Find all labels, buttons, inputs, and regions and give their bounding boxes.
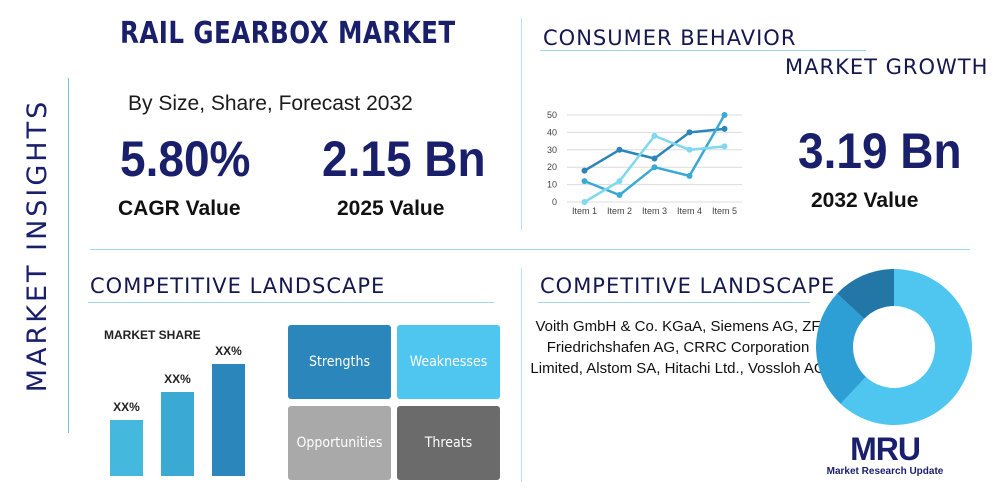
donut-slice: [816, 293, 866, 404]
market-growth-title: MARKET GROWTH: [785, 55, 989, 79]
value-2032-label: 2032 Value: [811, 189, 919, 212]
series-point: [616, 178, 623, 185]
market-share-label: MARKET SHARE: [104, 328, 201, 342]
swot-strengths-label: Strengths: [308, 354, 371, 370]
bar-data-label: XX%: [113, 400, 140, 414]
divider-horizontal: [90, 249, 970, 250]
logo-text: MRU: [850, 431, 921, 467]
bar: [161, 392, 194, 476]
competitive-right-underline: [538, 302, 810, 303]
bar-chart: XX% XX% XX%: [110, 344, 245, 476]
company-list: Voith GmbH & Co. KGaA, Siemens AG, ZF Fr…: [530, 318, 826, 377]
value-2032: 3.19 Bn: [798, 123, 962, 179]
consumer-behavior-title: CONSUMER BEHAVIOR: [543, 26, 797, 50]
donut-slice: [837, 269, 894, 319]
swot-threats-label: Threats: [424, 435, 473, 451]
subtitle: By Size, Share, Forecast 2032: [128, 92, 413, 115]
line-chart: 0 10 20 30 40 50 Item 1 Item 2 Item 3 Item 4 Item …: [547, 110, 742, 216]
competitive-landscape-title-right: COMPETITIVE LANDSCAPE: [540, 274, 836, 298]
y-tick-label: 40: [547, 127, 557, 137]
series-point: [686, 146, 693, 153]
series-point: [721, 143, 728, 150]
series-point: [651, 155, 658, 162]
x-tick-label: Item 1: [572, 206, 597, 216]
series-point: [686, 172, 693, 179]
series-point: [581, 178, 588, 185]
y-tick-label: 10: [547, 180, 557, 190]
x-tick-label: Item 4: [677, 206, 702, 216]
page-title: RAIL GEARBOX MARKET: [120, 16, 456, 51]
swot-weaknesses: Weaknesses: [397, 325, 500, 399]
donut-chart: [816, 269, 972, 425]
divider-center-top: [521, 18, 522, 230]
consumer-title-underline: [540, 50, 866, 51]
y-tick-label: 20: [547, 162, 557, 172]
y-tick-label: 30: [547, 145, 557, 155]
divider-left-vertical: [68, 78, 69, 433]
logo-caption: Market Research Update: [826, 466, 944, 477]
bar: [110, 420, 143, 476]
bar-data-label: XX%: [215, 344, 242, 358]
cagr-value: 5.80%: [120, 131, 251, 187]
bar-data-label: XX%: [164, 372, 191, 386]
x-tick-label: Item 5: [712, 206, 737, 216]
divider-center-bottom: [521, 268, 522, 482]
series-point: [581, 199, 588, 205]
swot-threats: Threats: [397, 406, 500, 480]
series-point: [651, 132, 658, 139]
cagr-label: CAGR Value: [118, 197, 241, 220]
mru-logo: MRU Market Research Update: [820, 432, 950, 477]
swot-opportunities-label: Opportunities: [296, 435, 383, 451]
bar: [212, 364, 245, 476]
side-label-text: MARKET INSIGHTS: [22, 98, 54, 392]
series-point: [651, 164, 658, 171]
value-2025-label: 2025 Value: [337, 197, 445, 220]
y-tick-label: 50: [547, 110, 557, 120]
y-tick-label: 0: [552, 197, 557, 207]
series-point: [721, 125, 728, 132]
competitive-landscape-title-left: COMPETITIVE LANDSCAPE: [90, 274, 386, 298]
x-tick-label: Item 2: [607, 206, 632, 216]
competitive-left-underline: [88, 302, 494, 303]
series-point: [686, 129, 693, 136]
x-tick-label: Item 3: [642, 206, 667, 216]
swot-strengths: Strengths: [288, 325, 391, 399]
series-point: [581, 167, 588, 174]
series-point: [616, 192, 623, 199]
swot-weaknesses-label: Weaknesses: [409, 354, 488, 370]
swot-opportunities: Opportunities: [288, 406, 391, 480]
series-point: [721, 112, 728, 118]
series-point: [616, 146, 623, 153]
side-label: MARKET INSIGHTS: [16, 90, 60, 400]
donut-slice: [840, 269, 972, 425]
value-2025: 2.15 Bn: [322, 131, 486, 187]
series-line-2: [584, 114, 726, 197]
